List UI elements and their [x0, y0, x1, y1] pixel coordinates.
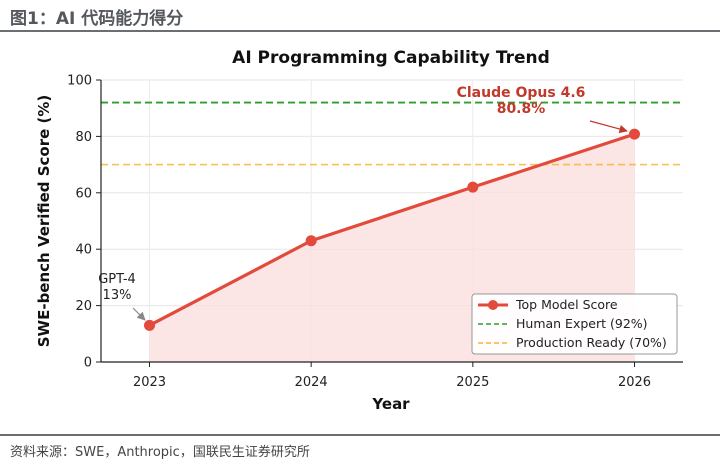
annotation-gpt4-name: GPT-4 — [98, 272, 136, 287]
annotation-claude-arrow — [589, 120, 628, 134]
x-tick-label-0: 2023 — [133, 375, 166, 390]
annotation-gpt4-arrow — [132, 307, 146, 321]
axes — [100, 80, 683, 363]
y-axis-title: SWE-bench Verified Score (%) — [35, 95, 53, 348]
y-tick-label-3: 60 — [75, 186, 92, 201]
annotation-gpt4-value: 13% — [103, 288, 132, 303]
annotation-claude-name: Claude Opus 4.6 — [457, 85, 586, 101]
y-tick-label-5: 100 — [67, 74, 92, 89]
legend-box — [471, 293, 678, 355]
data-point-2026 — [629, 128, 640, 140]
figure-title: 图1：AI 代码能力得分 — [10, 9, 184, 29]
x-tick-label-1: 2024 — [295, 375, 328, 390]
y-tick-label-4: 80 — [75, 130, 92, 145]
data-point-2024 — [305, 235, 317, 247]
legend-label-production: Production Ready (70%) — [516, 335, 667, 350]
annotation-claude-value: 80.8% — [497, 101, 546, 117]
series-line-top-model-score — [148, 132, 635, 327]
x-axis-title: Year — [371, 395, 410, 413]
legend-label-human: Human Expert (92%) — [516, 316, 648, 331]
source-note: 资料来源：SWE，Anthropic，国联民生证券研究所 — [10, 445, 310, 460]
y-tick-label-2: 40 — [75, 243, 92, 258]
bottom-rule — [0, 434, 720, 436]
legend-label-series: Top Model Score — [515, 297, 618, 312]
x-tick-label-2: 2025 — [456, 375, 489, 390]
y-tick-label-1: 20 — [75, 299, 92, 314]
top-rule — [0, 30, 720, 32]
legend: Top Model Score Human Expert (92%) Produ… — [471, 293, 678, 355]
x-tick-label-3: 2026 — [618, 375, 651, 390]
annotation-claude: Claude Opus 4.6 80.8% — [457, 85, 628, 134]
line-chart: AI Programming Capability Trend 0 20 40 60 8… — [35, 48, 683, 413]
annotation-gpt4: GPT-4 13% — [98, 272, 146, 321]
data-point-2025 — [467, 181, 479, 193]
data-point-2023 — [144, 319, 155, 331]
legend-swatch-marker — [488, 300, 498, 310]
y-tick-label-0: 0 — [84, 356, 92, 371]
chart-title: AI Programming Capability Trend — [232, 48, 550, 68]
